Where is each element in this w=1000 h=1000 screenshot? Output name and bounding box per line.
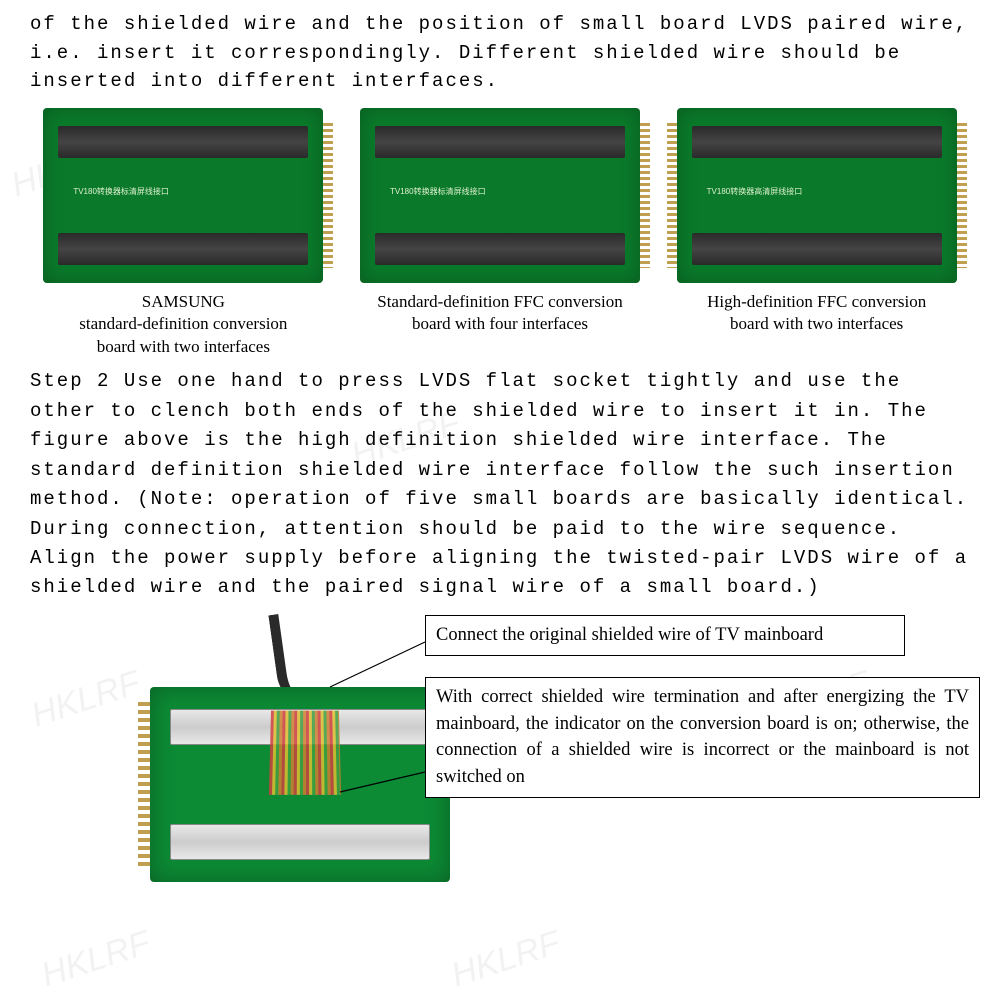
callout-indicator: With correct shielded wire termination a… (425, 677, 980, 798)
board-item-samsung: TV180转换器标清屏线接口 SAMSUNG standard-definiti… (30, 108, 337, 360)
step-label: Step 2 (30, 370, 110, 392)
pcb-sd-ffc: TV180转换器标清屏线接口 (360, 108, 640, 283)
watermark: HKLRF (447, 924, 565, 996)
step2-paragraph: Step 2 Use one hand to press LVDS flat s… (30, 367, 970, 603)
board-item-sd-ffc: TV180转换器标清屏线接口 Standard-definition FFC c… (347, 108, 654, 360)
callout-connect-wire: Connect the original shielded wire of TV… (425, 615, 905, 656)
connection-diagram: Connect the original shielded wire of TV… (30, 617, 970, 917)
caption-line: standard-definition conversion (79, 314, 287, 333)
diagram-pins (138, 702, 150, 867)
pcb-pins-right (323, 123, 333, 268)
board-caption: SAMSUNG standard-definition conversion b… (79, 291, 287, 360)
caption-line: SAMSUNG (142, 292, 225, 311)
caption-line: High-definition FFC conversion (707, 292, 926, 311)
pcb-silkscreen: TV180转换器标清屏线接口 (73, 186, 169, 197)
caption-line: Standard-definition FFC conversion (377, 292, 623, 311)
pcb-pins-left (667, 123, 677, 268)
caption-line: board with two interfaces (97, 337, 270, 356)
caption-line: board with two interfaces (730, 314, 903, 333)
pcb-hd-ffc: TV180转换器高清屏线接口 (677, 108, 957, 283)
pcb-pins-right (957, 123, 967, 268)
board-caption: Standard-definition FFC conversion board… (377, 291, 623, 337)
pcb-silkscreen: TV180转换器标清屏线接口 (390, 186, 486, 197)
pcb-pins-right (640, 123, 650, 268)
board-caption: High-definition FFC conversion board wit… (707, 291, 926, 337)
intro-paragraph: of the shielded wire and the position of… (30, 10, 970, 96)
pcb-silkscreen: TV180转换器高清屏线接口 (707, 186, 803, 197)
step-text: Use one hand to press LVDS flat socket t… (30, 370, 968, 598)
pcb-samsung: TV180转换器标清屏线接口 (43, 108, 323, 283)
board-item-hd-ffc: TV180转换器高清屏线接口 High-definition FFC conve… (663, 108, 970, 360)
ribbon-wires (269, 710, 341, 794)
caption-line: board with four interfaces (412, 314, 588, 333)
watermark: HKLRF (37, 924, 155, 996)
boards-row: TV180转换器标清屏线接口 SAMSUNG standard-definiti… (30, 108, 970, 360)
